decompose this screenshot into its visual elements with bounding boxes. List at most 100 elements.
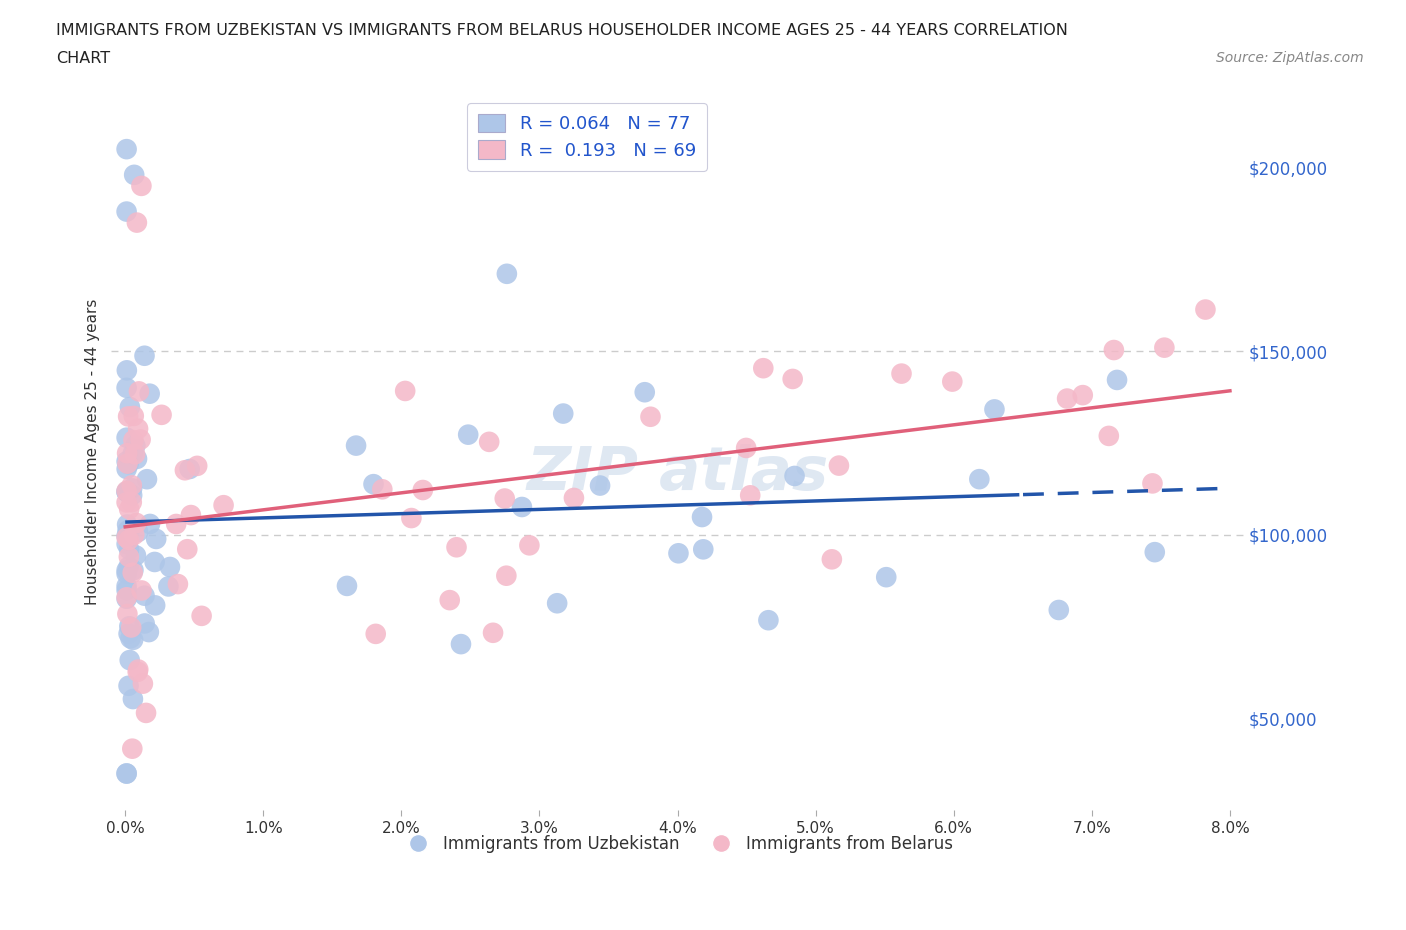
Point xyxy=(969,472,991,486)
Point xyxy=(121,565,143,580)
Point xyxy=(115,578,138,593)
Point xyxy=(1194,302,1216,317)
Point xyxy=(157,579,180,594)
Point xyxy=(115,766,138,781)
Text: Source: ZipAtlas.com: Source: ZipAtlas.com xyxy=(1216,51,1364,65)
Point xyxy=(115,590,138,604)
Point xyxy=(115,141,138,156)
Point xyxy=(758,613,780,628)
Point xyxy=(122,167,145,182)
Point xyxy=(1098,429,1121,444)
Point xyxy=(115,445,138,460)
Point xyxy=(115,517,138,532)
Point xyxy=(828,458,851,473)
Point xyxy=(118,653,141,668)
Point xyxy=(134,349,156,364)
Point xyxy=(121,478,143,493)
Point xyxy=(115,484,138,498)
Point xyxy=(121,741,143,756)
Point xyxy=(186,458,208,473)
Point xyxy=(122,432,145,447)
Point xyxy=(782,371,804,386)
Point xyxy=(125,515,148,530)
Point xyxy=(115,485,138,499)
Point xyxy=(510,499,533,514)
Point xyxy=(165,516,187,531)
Point xyxy=(412,483,434,498)
Point xyxy=(344,438,367,453)
Point xyxy=(122,632,145,647)
Point xyxy=(735,441,758,456)
Point xyxy=(553,406,575,421)
Point xyxy=(117,678,139,693)
Point xyxy=(115,530,138,545)
Point xyxy=(371,482,394,497)
Point xyxy=(120,521,142,536)
Point xyxy=(668,546,690,561)
Point xyxy=(138,386,160,401)
Point xyxy=(127,525,149,539)
Point xyxy=(136,472,159,486)
Point xyxy=(118,524,141,538)
Point xyxy=(134,589,156,604)
Point xyxy=(132,676,155,691)
Point xyxy=(120,620,142,635)
Point xyxy=(115,566,138,581)
Point xyxy=(115,363,138,378)
Point xyxy=(1102,342,1125,357)
Point xyxy=(190,608,212,623)
Point xyxy=(446,539,468,554)
Point xyxy=(941,374,963,389)
Point xyxy=(131,583,153,598)
Point xyxy=(127,662,149,677)
Point xyxy=(1153,340,1175,355)
Point xyxy=(115,495,138,510)
Point xyxy=(364,627,387,642)
Point xyxy=(457,427,479,442)
Point xyxy=(983,402,1005,417)
Point xyxy=(129,432,152,447)
Point xyxy=(115,766,138,781)
Point xyxy=(562,490,585,505)
Point xyxy=(134,616,156,631)
Point xyxy=(180,508,202,523)
Point xyxy=(519,538,541,552)
Point xyxy=(1047,603,1070,618)
Point xyxy=(150,407,173,422)
Point xyxy=(124,438,146,453)
Point xyxy=(122,563,145,578)
Point xyxy=(821,551,844,566)
Point xyxy=(478,434,501,449)
Point xyxy=(783,469,806,484)
Point xyxy=(117,457,139,472)
Point xyxy=(401,511,423,525)
Point xyxy=(176,542,198,557)
Point xyxy=(740,488,762,503)
Point xyxy=(135,706,157,721)
Point xyxy=(125,548,148,563)
Point xyxy=(118,400,141,415)
Point xyxy=(115,461,138,476)
Point xyxy=(124,446,146,461)
Point xyxy=(115,205,138,219)
Text: IMMIGRANTS FROM UZBEKISTAN VS IMMIGRANTS FROM BELARUS HOUSEHOLDER INCOME AGES 25: IMMIGRANTS FROM UZBEKISTAN VS IMMIGRANTS… xyxy=(56,23,1069,38)
Point xyxy=(117,524,139,538)
Point xyxy=(145,532,167,547)
Point xyxy=(634,385,657,400)
Point xyxy=(890,366,912,381)
Point xyxy=(117,606,139,621)
Point xyxy=(131,179,153,193)
Point xyxy=(1056,392,1078,406)
Point xyxy=(143,598,166,613)
Point xyxy=(127,664,149,679)
Point xyxy=(121,487,143,502)
Point xyxy=(1105,373,1128,388)
Point xyxy=(139,516,162,531)
Point xyxy=(115,591,138,606)
Text: CHART: CHART xyxy=(56,51,110,66)
Point xyxy=(690,510,713,525)
Point xyxy=(125,451,148,466)
Point xyxy=(121,495,143,510)
Point xyxy=(117,457,139,472)
Point xyxy=(118,618,141,633)
